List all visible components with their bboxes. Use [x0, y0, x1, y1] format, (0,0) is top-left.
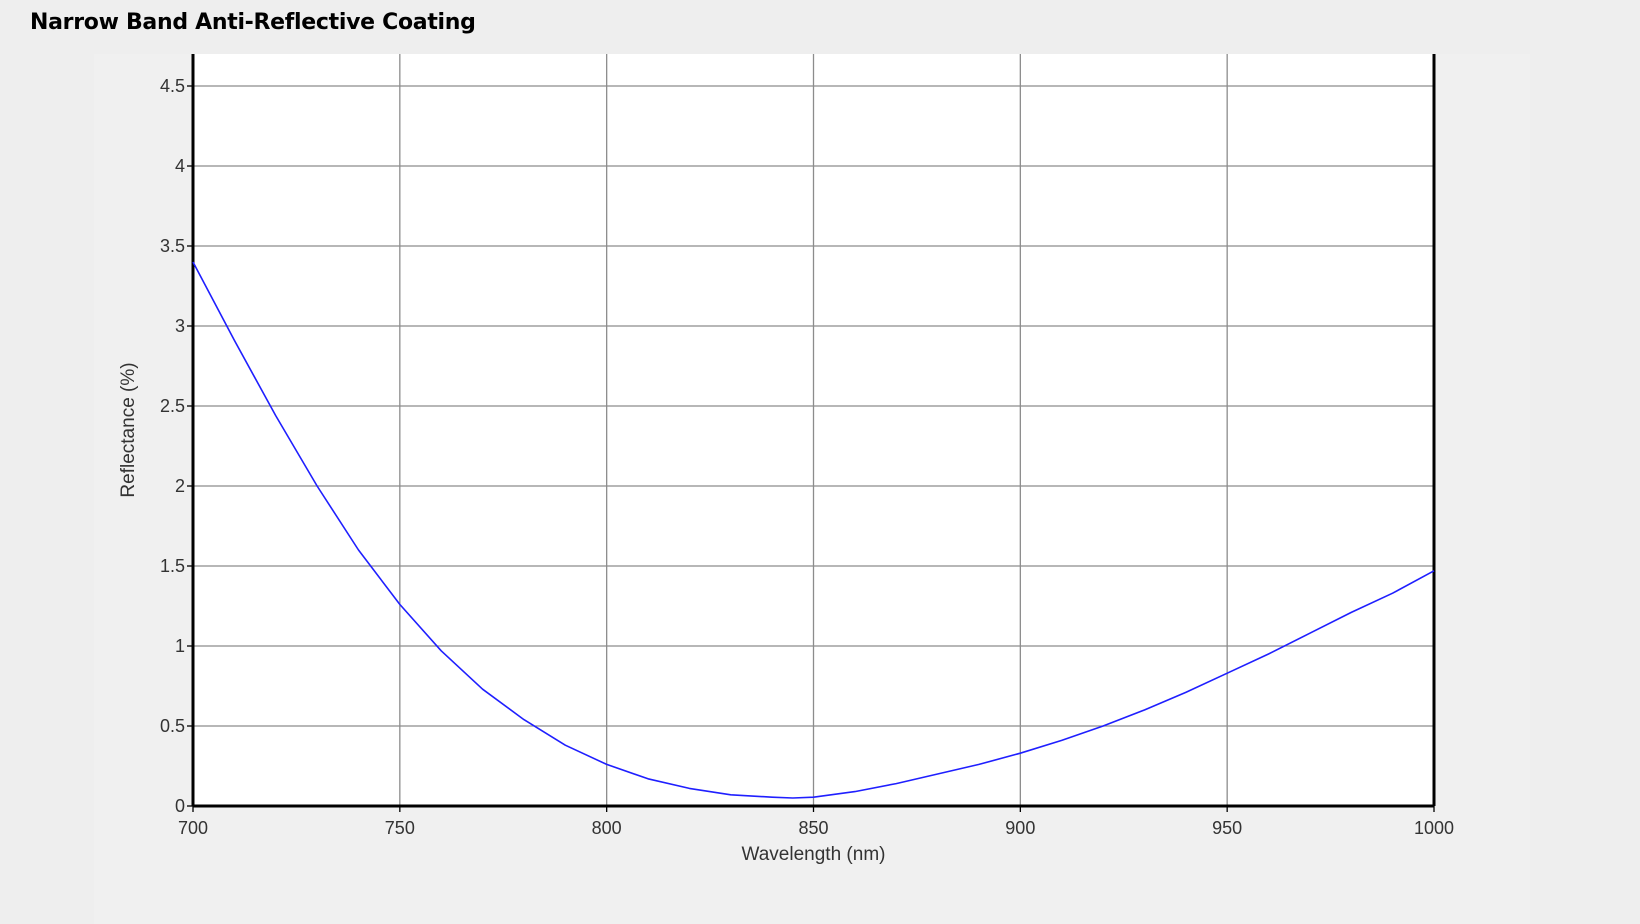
y-tick-label: 3.5: [160, 236, 185, 256]
y-tick-label: 2: [175, 476, 185, 496]
chart-panel: 700 750 800 850 900 950 1000 0 0.5 1 1.5 2 2.5 3 3.5 4…: [94, 54, 1530, 924]
x-tick-label: 950: [1212, 818, 1242, 838]
series-layer: [192, 261, 1435, 799]
x-tick-label: 800: [592, 818, 622, 838]
x-axis-title: Wavelength (nm): [742, 844, 886, 865]
x-tick-label: 900: [1005, 818, 1035, 838]
y-tick-label: 4.5: [160, 76, 185, 96]
y-axis-title: Reflectance (%): [118, 362, 139, 497]
y-tick-label: 1: [175, 636, 185, 656]
y-tick-label: 4: [175, 156, 185, 176]
y-tick-label: 3: [175, 316, 185, 336]
page-title: Narrow Band Anti-Reflective Coating: [30, 10, 476, 35]
reflectance-chart: 700 750 800 850 900 950 1000 0 0.5 1 1.5 2 2.5 3 3.5 4…: [118, 54, 1454, 865]
y-ticks: 0 0.5 1 1.5 2 2.5 3 3.5 4 4.5: [160, 76, 193, 816]
y-tick-label: 2.5: [160, 396, 185, 416]
x-ticks: 700 750 800 850 900 950 1000: [178, 806, 1454, 838]
y-tick-label: 0.5: [160, 716, 185, 736]
grid-lines: [193, 54, 1434, 806]
x-tick-label: 1000: [1414, 818, 1454, 838]
x-tick-label: 750: [385, 818, 415, 838]
x-tick-label: 700: [178, 818, 208, 838]
x-tick-label: 850: [798, 818, 828, 838]
series-line: [192, 261, 1435, 799]
y-tick-label: 1.5: [160, 556, 185, 576]
y-tick-label: 0: [175, 796, 185, 816]
